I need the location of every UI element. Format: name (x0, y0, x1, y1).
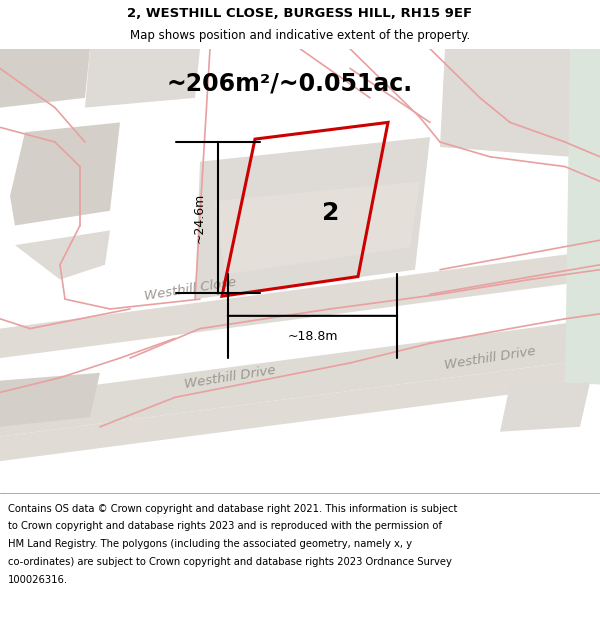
Polygon shape (195, 137, 430, 299)
Text: Map shows position and indicative extent of the property.: Map shows position and indicative extent… (130, 29, 470, 42)
Text: 100026316.: 100026316. (8, 575, 68, 585)
Text: ~24.6m: ~24.6m (193, 192, 206, 242)
Text: 2, WESTHILL CLOSE, BURGESS HILL, RH15 9EF: 2, WESTHILL CLOSE, BURGESS HILL, RH15 9E… (127, 7, 473, 20)
Polygon shape (500, 382, 590, 432)
Text: HM Land Registry. The polygons (including the associated geometry, namely x, y: HM Land Registry. The polygons (includin… (8, 539, 412, 549)
Polygon shape (215, 181, 420, 274)
Polygon shape (0, 319, 600, 437)
Text: ~18.8m: ~18.8m (287, 329, 338, 342)
Polygon shape (0, 250, 600, 358)
Text: Westhill Close: Westhill Close (143, 276, 237, 303)
Polygon shape (440, 49, 580, 157)
Polygon shape (565, 49, 600, 384)
Text: to Crown copyright and database rights 2023 and is reproduced with the permissio: to Crown copyright and database rights 2… (8, 521, 442, 531)
Text: ~206m²/~0.051ac.: ~206m²/~0.051ac. (167, 71, 413, 95)
Text: Westhill Drive: Westhill Drive (184, 364, 277, 391)
Polygon shape (10, 122, 120, 226)
Text: 2: 2 (322, 201, 340, 226)
Polygon shape (85, 49, 200, 108)
Polygon shape (0, 372, 100, 427)
Polygon shape (15, 231, 110, 279)
Text: Contains OS data © Crown copyright and database right 2021. This information is : Contains OS data © Crown copyright and d… (8, 504, 457, 514)
Polygon shape (0, 49, 90, 108)
Polygon shape (0, 358, 600, 461)
Text: co-ordinates) are subject to Crown copyright and database rights 2023 Ordnance S: co-ordinates) are subject to Crown copyr… (8, 558, 452, 568)
Text: Westhill Drive: Westhill Drive (443, 344, 536, 372)
